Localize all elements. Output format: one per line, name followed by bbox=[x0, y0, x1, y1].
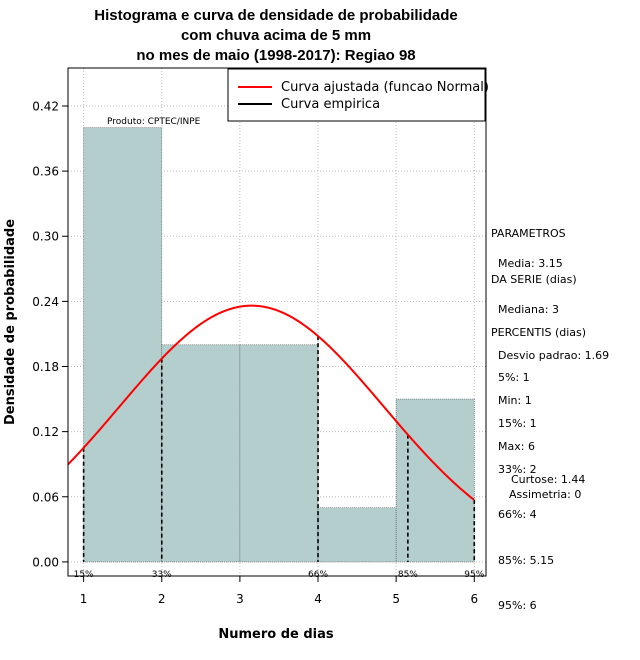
y-tick-label: 0.18 bbox=[32, 360, 59, 374]
plot-frame bbox=[67, 67, 487, 577]
param-item: Min: 1 bbox=[498, 394, 532, 408]
x-tick-label: 3 bbox=[236, 592, 244, 606]
annotation-label: Produto: CPTEC/INPE bbox=[107, 117, 201, 127]
x-axis: 1 2 3 4 5 6 bbox=[80, 576, 478, 606]
percentile-labels: 15% 33% 66% 85% 95% bbox=[74, 570, 485, 580]
percentile-label: 15% bbox=[74, 570, 94, 580]
legend-label-empirical: Curva empirica bbox=[281, 97, 380, 112]
histogram-bar bbox=[83, 127, 163, 563]
histogram-bar bbox=[395, 398, 475, 563]
curtose-value: Curtose: 1.44 bbox=[511, 473, 586, 486]
x-tick-label: 5 bbox=[392, 592, 400, 606]
params-title: PARAMETROS DA SERIE (dias) bbox=[491, 196, 577, 302]
y-axis: 0.00 0.06 0.12 0.18 0.24 0.30 0.36 0.42 bbox=[32, 99, 68, 569]
y-tick-label: 0.36 bbox=[32, 165, 59, 179]
x-tick-label: 2 bbox=[158, 592, 166, 606]
assimetria-value: Assimetria: 0 bbox=[509, 488, 582, 501]
percentile-label: 85% bbox=[398, 570, 418, 580]
histogram-bar bbox=[317, 507, 397, 563]
percentile-label: 33% bbox=[152, 570, 172, 580]
chart-title-line-1: Histograma e curva de densidade de proba… bbox=[94, 7, 458, 24]
percentis-title: PERCENTIS (dias) bbox=[491, 326, 587, 339]
y-tick-label: 0.06 bbox=[32, 490, 59, 504]
normal-fit-curve bbox=[67, 304, 475, 501]
percentile-label: 95% bbox=[464, 570, 484, 580]
x-axis-label: Numero de dias bbox=[218, 627, 334, 642]
params-title-line: PARAMETROS bbox=[491, 227, 566, 241]
legend-box bbox=[227, 68, 486, 122]
y-tick-label: 0.30 bbox=[32, 230, 59, 244]
percentil-item: 66%: 4 bbox=[498, 508, 537, 522]
params-title-line: DA SERIE (dias) bbox=[491, 273, 577, 287]
percentil-item: 85%: 5.15 bbox=[498, 553, 555, 567]
params-list: Media: 3.15 Mediana: 3 Desvio padrao: 1.… bbox=[498, 226, 609, 469]
percentil-item: 33%: 2 bbox=[498, 462, 537, 476]
x-tick-label: 4 bbox=[314, 592, 322, 606]
chart-title-line-2: com chuva acima de 5 mm bbox=[180, 27, 372, 44]
x-tick-label: 1 bbox=[80, 592, 88, 606]
legend-label-fit: Curva ajustada (funcao Normal) bbox=[281, 80, 489, 95]
percentil-item: 95%: 6 bbox=[498, 599, 537, 613]
x-tick-label: 6 bbox=[470, 592, 478, 606]
percentile-lines bbox=[82, 336, 476, 562]
param-item: Mediana: 3 bbox=[498, 303, 559, 317]
param-item: Media: 3.15 bbox=[498, 257, 563, 271]
y-tick-label: 0.42 bbox=[32, 99, 59, 113]
param-item: Max: 6 bbox=[498, 439, 535, 453]
y-tick-label: 0.00 bbox=[32, 555, 59, 569]
percentis-list: 5%: 1 15%: 1 33%: 2 66%: 4 85%: 5.15 95%… bbox=[498, 340, 554, 629]
legend: Curva ajustada (funcao Normal) Curva emp… bbox=[227, 68, 489, 122]
chart-title-line-3: no mes de maio (1998-2017): Regiao 98 bbox=[136, 47, 416, 64]
histogram-bar bbox=[239, 344, 319, 563]
histogram-bar bbox=[161, 344, 241, 563]
percentile-label: 66% bbox=[308, 570, 328, 580]
y-tick-label: 0.12 bbox=[32, 425, 59, 439]
histogram-bars bbox=[83, 127, 475, 563]
y-tick-label: 0.24 bbox=[32, 295, 59, 309]
percentil-item: 15%: 1 bbox=[498, 417, 537, 431]
param-item: Desvio padrao: 1.69 bbox=[498, 348, 610, 362]
percentil-item: 5%: 1 bbox=[498, 371, 530, 385]
y-axis-label: Densidade de probabilidade bbox=[3, 219, 18, 425]
